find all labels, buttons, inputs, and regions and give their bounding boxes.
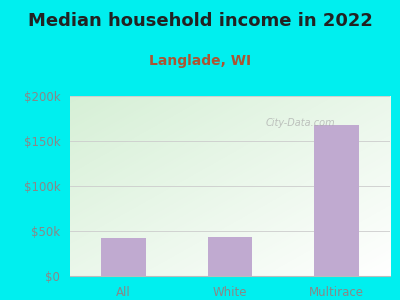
Text: Langlade, WI: Langlade, WI	[149, 54, 251, 68]
Text: City-Data.com: City-Data.com	[266, 118, 335, 128]
Bar	[208, 237, 252, 276]
Bar	[101, 238, 146, 276]
Text: Median household income in 2022: Median household income in 2022	[28, 12, 372, 30]
Bar	[314, 125, 359, 276]
